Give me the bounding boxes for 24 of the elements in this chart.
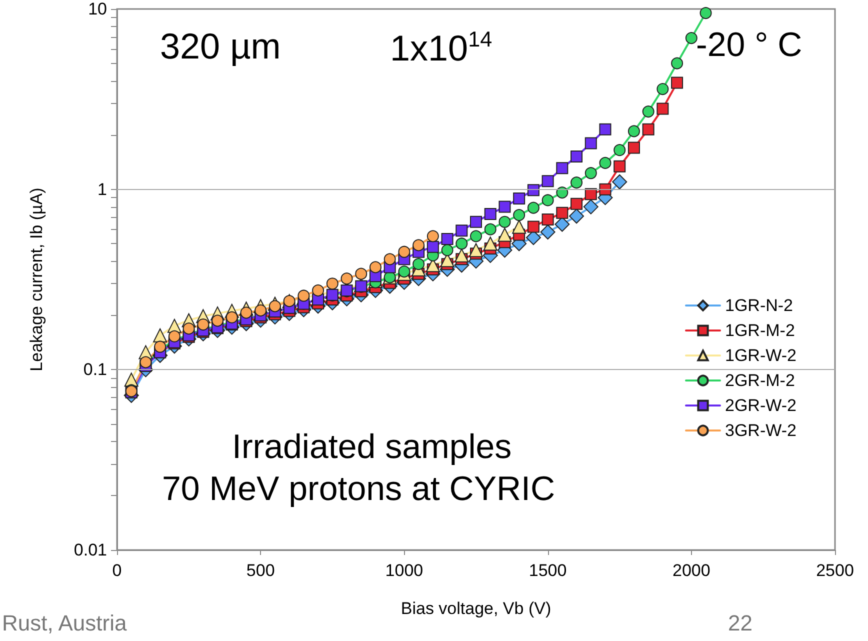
legend-label: 2GR-M-2: [725, 371, 795, 390]
text: 22: [728, 610, 752, 636]
x-tick-label: 1500: [528, 561, 567, 580]
annotation: 70 MeV protons at CYRIC: [162, 470, 556, 508]
x-axis-title: Bias voltage, Vb (V): [400, 599, 552, 618]
legend-label: 1GR-W-2: [725, 346, 796, 365]
y-tick-label: 1: [98, 180, 107, 199]
y-tick-label: 10: [88, 0, 107, 18]
legend-label: 1GR-N-2: [725, 296, 794, 315]
x-tick-label: 500: [246, 561, 275, 580]
annotation: Irradiated samples: [232, 428, 512, 466]
legend-label: 1GR-M-2: [725, 321, 795, 340]
x-tick-label: 2500: [816, 561, 854, 580]
y-tick-label: 0.01: [74, 540, 107, 560]
y-axis-title: Leakage current, Ib (µA): [27, 188, 46, 372]
x-tick-label: 2000: [672, 561, 710, 580]
annotation: -20 ° C: [696, 26, 802, 64]
legend-label: 3GR-W-2: [725, 421, 796, 440]
annotation: 320 µm: [160, 26, 281, 66]
y-tick-label: 0.1: [83, 360, 107, 380]
text: Rust, Austria: [2, 610, 128, 636]
x-tick-label: 0: [112, 561, 122, 580]
x-tick-label: 1000: [385, 561, 424, 580]
legend-label: 2GR-W-2: [725, 396, 796, 415]
